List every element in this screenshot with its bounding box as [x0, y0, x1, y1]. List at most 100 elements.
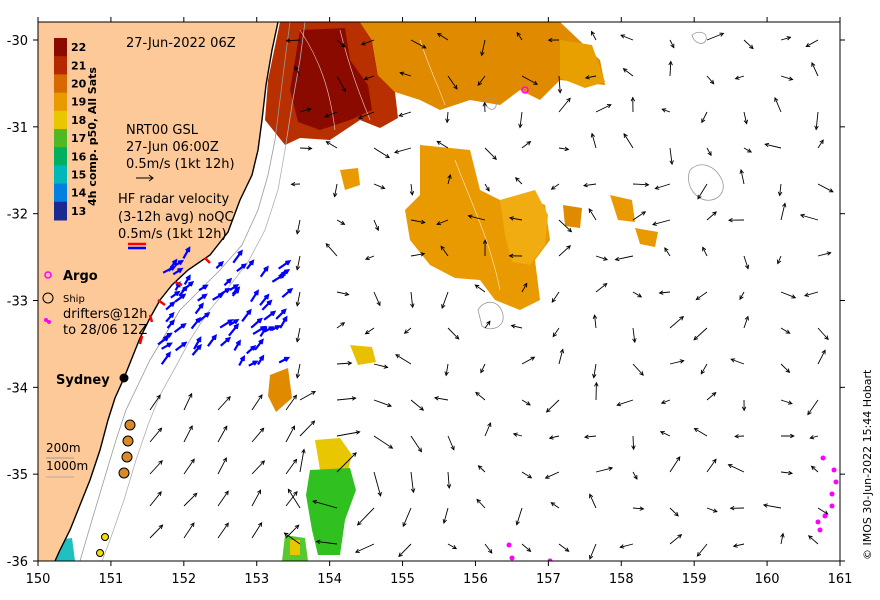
gsl-arrow	[357, 111, 375, 119]
colorbar-tick-label: 18	[71, 114, 86, 127]
gsl-arrow	[514, 177, 523, 185]
hf-radar-arrow	[170, 290, 181, 299]
colorbar-swatch	[54, 129, 67, 148]
seamount-contour-1	[688, 164, 724, 201]
gsl-arrow	[591, 30, 597, 41]
colorbar: 22 21 20 19 18 17 16 15 14 13	[54, 38, 87, 221]
gsl-arrow	[217, 490, 229, 507]
gsl-arrow	[741, 399, 747, 412]
gsl-arrow	[548, 435, 560, 440]
gsl-arrow	[285, 524, 300, 539]
gsl-arrow	[217, 522, 229, 539]
gsl-arrow	[654, 183, 671, 190]
colorbar-tick-label: 22	[71, 41, 86, 54]
gsl-arrow	[734, 434, 745, 439]
argo-float-marker	[521, 86, 529, 94]
gsl-arrow	[363, 75, 375, 81]
gsl-arrow	[484, 320, 491, 329]
gsl-arrow	[364, 327, 375, 335]
gsl-arrow	[445, 111, 450, 124]
gsl-arrow	[630, 96, 636, 113]
x-tick-label: 157	[536, 572, 561, 587]
gsl-arrow	[651, 219, 671, 226]
sst-patch-orange-small1	[340, 168, 360, 190]
gsl-arrow	[799, 213, 819, 221]
hf-radar-arrow	[259, 265, 269, 278]
x-tick-label: 160	[755, 572, 780, 587]
gsl-arrow	[693, 427, 708, 437]
colorbar-swatch	[54, 110, 67, 130]
gsl-arrow	[669, 147, 674, 166]
gsl-arrow	[508, 253, 523, 259]
gsl-arrow	[727, 464, 745, 473]
gsl-arrow	[290, 181, 301, 187]
seamount-contour-3	[691, 31, 707, 44]
gsl-arrow	[315, 539, 338, 545]
y-tick-label: -31	[7, 121, 28, 136]
gsl-arrow	[739, 168, 745, 185]
y-tick-label: -36	[7, 555, 28, 570]
gsl-arrow	[467, 214, 486, 221]
gsl-arrow	[183, 522, 195, 539]
gsl-arrow	[622, 68, 634, 77]
gsl-arrow	[217, 396, 231, 411]
gsl-arrow	[545, 399, 560, 413]
y-tick-label: -35	[7, 468, 28, 483]
sst-patch-darkred-core	[290, 28, 372, 130]
seamount-contour-4	[484, 97, 497, 110]
gsl-arrow	[706, 211, 717, 221]
gsl-arrow	[661, 108, 671, 113]
hf-radar-arrow	[263, 310, 277, 321]
gsl-arrow	[356, 507, 375, 526]
gsl-arrow	[251, 394, 263, 411]
ship-legend-label: Ship	[63, 294, 85, 305]
gsl-arrow	[734, 75, 745, 80]
gsl-arrow	[660, 399, 671, 405]
gsl-arrow	[743, 315, 749, 329]
hf-radar-arrow	[228, 323, 240, 337]
colorbar-swatch	[54, 56, 67, 75]
sst-patch-orange-small2	[563, 205, 582, 228]
gsl-arrow	[336, 430, 361, 437]
gsl-arrow	[595, 255, 609, 261]
sst-patch-yellow-sw	[290, 540, 300, 555]
gsl-arrow	[336, 219, 346, 225]
gsl-arrow	[664, 247, 671, 257]
hf-radar-arrow	[257, 354, 265, 366]
gsl-arrow	[631, 435, 636, 451]
gsl-arrow	[730, 358, 745, 365]
land-nsw	[38, 22, 278, 561]
gsl-arrow	[616, 399, 634, 407]
hf-radar-arrow	[167, 258, 178, 272]
hf-radar-arrow	[172, 267, 184, 276]
hf-radar-coastal-red	[138, 257, 211, 345]
gsl-arrow	[484, 422, 492, 437]
x-tick-label: 152	[171, 572, 196, 587]
gsl-arrow	[729, 505, 745, 511]
gsl-arrow	[764, 142, 782, 149]
gsl-arrow	[780, 202, 787, 221]
hf-radar-arrow	[236, 263, 248, 273]
gsl-arrow	[183, 492, 198, 507]
gsl-arrow	[669, 39, 675, 49]
gsl-arrow	[447, 327, 460, 340]
gsl-arrow	[584, 75, 597, 80]
gsl-arrow	[183, 458, 195, 475]
gsl-arrow	[669, 507, 679, 517]
gsl-arrow	[251, 521, 263, 539]
drifter-tracks	[506, 455, 839, 561]
gsl-arrow	[476, 498, 486, 509]
gsl-arrow	[477, 465, 486, 473]
sst-patch-orange-mid	[405, 145, 550, 310]
gsl-arrow	[659, 431, 671, 437]
x-tick-label: 155	[390, 572, 415, 587]
gsl-arrow	[595, 104, 612, 113]
gsl-arrow	[702, 246, 708, 257]
gsl-arrow	[477, 75, 486, 87]
gsl-arrow	[393, 147, 412, 154]
argo-legend-marker	[44, 271, 52, 279]
gsl-arrow	[295, 219, 301, 235]
gsl-arrow	[743, 147, 753, 153]
gsl-arrow	[558, 97, 571, 113]
colorbar-tick-label: 20	[71, 78, 87, 91]
